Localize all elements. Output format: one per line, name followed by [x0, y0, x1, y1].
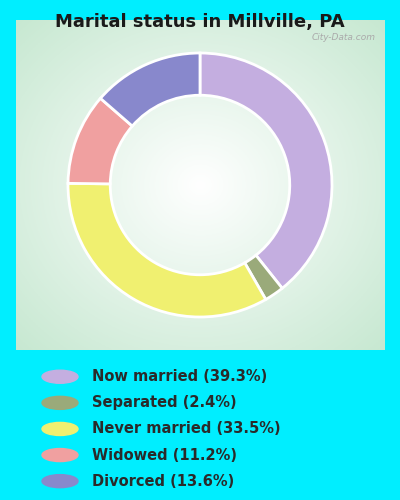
Wedge shape: [100, 53, 200, 126]
Circle shape: [42, 396, 78, 409]
Text: City-Data.com: City-Data.com: [312, 32, 376, 42]
Wedge shape: [68, 184, 266, 317]
Text: Divorced (13.6%): Divorced (13.6%): [92, 474, 234, 488]
Circle shape: [42, 370, 78, 384]
Wedge shape: [245, 255, 282, 300]
Circle shape: [42, 474, 78, 488]
Wedge shape: [68, 98, 132, 184]
Circle shape: [42, 422, 78, 436]
Text: Now married (39.3%): Now married (39.3%): [92, 369, 267, 384]
Circle shape: [42, 448, 78, 462]
Text: Widowed (11.2%): Widowed (11.2%): [92, 448, 237, 462]
Text: Separated (2.4%): Separated (2.4%): [92, 396, 237, 410]
Text: Never married (33.5%): Never married (33.5%): [92, 422, 281, 436]
Text: Marital status in Millville, PA: Marital status in Millville, PA: [55, 12, 345, 30]
Wedge shape: [200, 53, 332, 288]
